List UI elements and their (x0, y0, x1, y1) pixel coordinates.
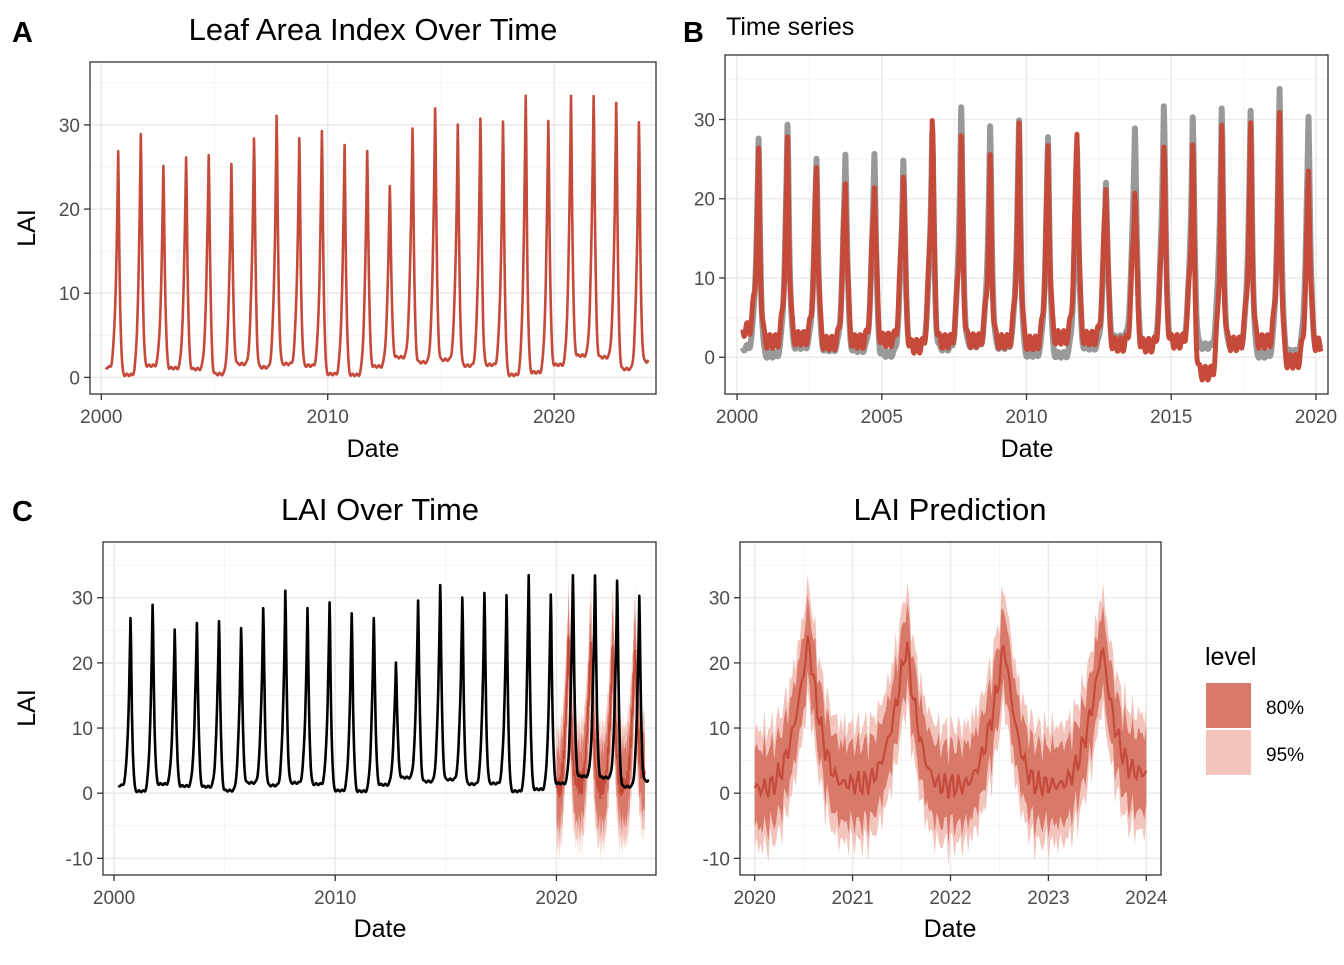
legend-label-95: 95% (1266, 745, 1304, 766)
panel-b-ytick-label: 0 (704, 348, 715, 369)
panel-prediction-ticks: -10 0 10 20 30 2020 2021 2022 2023 2024 (703, 589, 1168, 909)
panel-prediction-chart: -10 0 10 20 30 2020 2021 2022 2023 2024 LAI Predi… (703, 492, 1168, 943)
panel-a-lai-line (104, 94, 650, 378)
panel-c-xtick-label: 2000 (93, 888, 135, 909)
panel-letter-b: B (683, 17, 704, 49)
panel-a-ytick-label: 10 (59, 284, 80, 305)
panel-c-ytick-label: 20 (72, 654, 93, 675)
panel-a-title: Leaf Area Index Over Time (189, 12, 558, 47)
panel-c-frame (102, 541, 657, 876)
panel-a-xtick-label: 2020 (533, 407, 575, 428)
panel-prediction-ytick-label: 10 (709, 719, 730, 740)
panel-a-chart: 0 10 20 30 2000 2010 2020 Leaf Area Index Over… (13, 12, 657, 463)
panel-a-data (104, 94, 650, 378)
legend-swatch-95 (1206, 730, 1251, 775)
panel-a-frame (89, 61, 657, 395)
legend: level 80% 95% (1205, 643, 1304, 775)
panel-b-xtick-label: 2015 (1150, 407, 1192, 428)
panel-a-xlabel: Date (347, 435, 400, 463)
panel-c-ytick-label: 30 (72, 589, 93, 610)
panel-b-ytick-label: 20 (694, 190, 715, 211)
panel-a-ylabel: LAI (13, 209, 41, 247)
panel-a-xtick-label: 2000 (80, 407, 122, 428)
panel-c-chart: -10 0 10 20 30 2000 2010 2020 LAI Over Time Dat… (13, 492, 657, 943)
panel-a-ytick-label: 0 (69, 368, 80, 389)
panel-letter-c: C (12, 496, 33, 528)
panel-c-title: LAI Over Time (281, 492, 479, 527)
panel-a-xtick-label: 2010 (307, 407, 349, 428)
panel-b-xtick-label: 2000 (716, 407, 758, 428)
panel-b-ytick-label: 10 (694, 269, 715, 290)
panel-prediction-xtick-label: 2023 (1027, 888, 1069, 909)
panel-prediction-xtick-label: 2020 (734, 888, 776, 909)
panel-prediction-xlabel: Date (924, 915, 977, 943)
panel-b-xtick-label: 2005 (861, 407, 903, 428)
panel-b-xtick-label: 2020 (1295, 407, 1337, 428)
panel-c-xtick-label: 2020 (535, 888, 577, 909)
panel-b-ticks: 0 10 20 30 2000 2005 2010 2015 2020 (694, 110, 1337, 428)
panel-b-xtick-label: 2010 (1005, 407, 1047, 428)
legend-swatch-80 (1206, 683, 1251, 728)
panel-c-ytick-label: 0 (82, 784, 93, 805)
panel-b-data (739, 85, 1324, 383)
panel-prediction-ytick-label: 0 (719, 784, 730, 805)
panel-c-data (117, 573, 650, 867)
panel-c-ytick-label: 10 (72, 719, 93, 740)
panel-c-ytick-label: -10 (66, 849, 93, 870)
panel-b-fitted-line (740, 110, 1324, 383)
panel-b-xlabel: Date (1001, 435, 1054, 463)
panel-prediction-ytick-label: 30 (709, 589, 730, 610)
legend-label-80: 80% (1266, 698, 1304, 719)
panel-prediction-title: LAI Prediction (854, 492, 1047, 527)
panel-b-ytick-label: 30 (694, 110, 715, 131)
panel-c-xlabel: Date (354, 915, 407, 943)
panel-prediction-xtick-label: 2024 (1125, 888, 1168, 909)
panel-prediction-ytick-label: 20 (709, 654, 730, 675)
panel-c-history-line (117, 573, 650, 794)
panel-prediction-xtick-label: 2021 (831, 888, 873, 909)
panel-a-ticks: 0 10 20 30 2000 2010 2020 (59, 116, 575, 428)
panel-c-ticks: -10 0 10 20 30 2000 2010 2020 (66, 589, 578, 909)
legend-title: level (1205, 643, 1256, 671)
panel-a-ytick-label: 20 (59, 200, 80, 221)
panel-prediction-xtick-label: 2022 (929, 888, 971, 909)
panel-c-xtick-label: 2010 (314, 888, 356, 909)
panel-a-ytick-label: 30 (59, 116, 80, 137)
panel-prediction-data (753, 574, 1148, 867)
panel-prediction-ytick-label: -10 (703, 849, 730, 870)
panel-letter-a: A (12, 17, 33, 49)
prediction-mean-line (753, 635, 1148, 799)
panel-b-title: Time series (726, 13, 854, 41)
panel-c-ylabel: LAI (13, 689, 41, 727)
